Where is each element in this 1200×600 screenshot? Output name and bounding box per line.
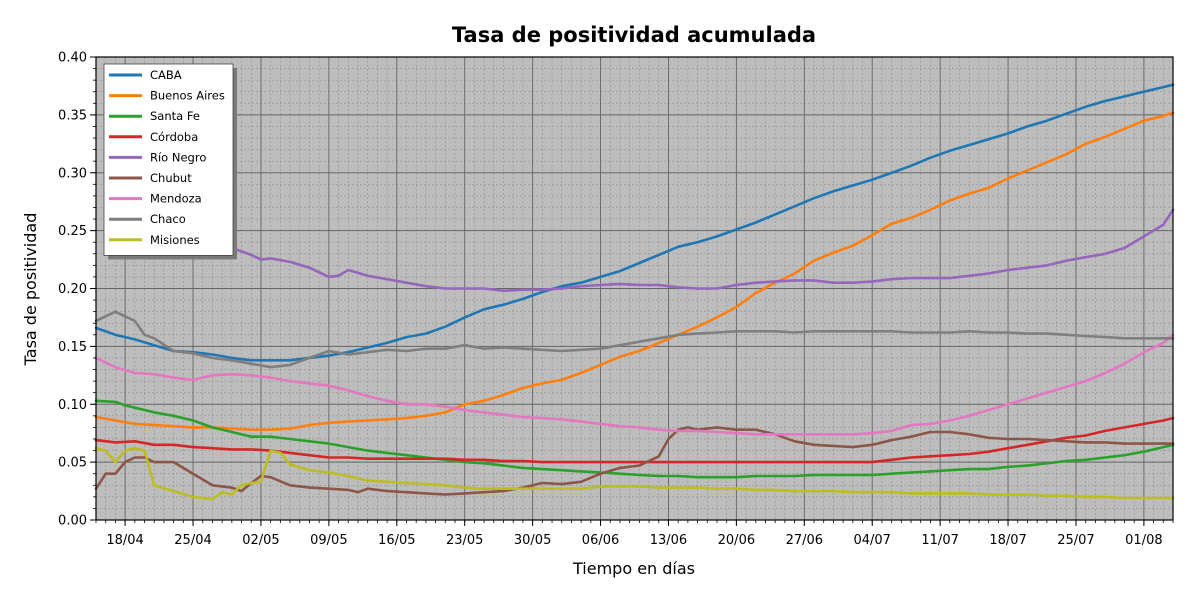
- chart-title: Tasa de positividad acumulada: [452, 23, 816, 47]
- x-tick-label: 02/05: [242, 533, 279, 548]
- legend-label: Río Negro: [150, 150, 206, 164]
- legend-label: Córdoba: [150, 130, 198, 144]
- series-line: [94, 111, 1175, 431]
- legend-label: Chubut: [150, 171, 192, 185]
- x-tick-label: 16/05: [378, 533, 415, 548]
- x-axis-label: Tiempo en días: [572, 559, 695, 578]
- legend-label: Misiones: [150, 233, 200, 247]
- y-tick-label: 0.35: [58, 108, 87, 123]
- y-tick-label: 0.05: [58, 456, 87, 471]
- x-tick-label: 13/06: [650, 533, 687, 548]
- legend: CABA Buenos Aires Santa Fe Córdoba Río Negro…: [103, 63, 237, 260]
- y-tick-label: 0.15: [58, 340, 87, 355]
- y-tick-label: 0.20: [58, 282, 87, 297]
- x-tick-label: 04/07: [853, 533, 890, 548]
- x-tick-label: 20/06: [718, 533, 755, 548]
- x-tick-label: 18/04: [106, 533, 143, 548]
- series-line: [94, 83, 1175, 362]
- series-line: [230, 208, 1175, 293]
- legend-label: CABA: [150, 68, 182, 82]
- x-tick-label: 01/08: [1125, 533, 1162, 548]
- legend-label: Buenos Aires: [150, 89, 225, 103]
- y-tick-label: 0.10: [58, 398, 87, 413]
- series-line: [94, 399, 1175, 479]
- series-line: [94, 333, 1175, 436]
- y-tick-label: 0.00: [58, 514, 87, 529]
- legend-label: Chaco: [150, 212, 186, 226]
- x-tick-label: 11/07: [921, 533, 958, 548]
- x-tick-label: 25/04: [174, 533, 211, 548]
- x-tick-label: 23/05: [446, 533, 483, 548]
- x-tick-label: 18/07: [989, 533, 1026, 548]
- y-axis: 0.00 0.05 0.10 0.15 0.20 0.25 0.30 0.35 0.40: [58, 51, 96, 529]
- legend-label: Santa Fe: [150, 109, 200, 123]
- series-line: [94, 310, 1175, 369]
- legend-label: Mendoza: [150, 192, 202, 206]
- y-axis-label: Tasa de positividad: [21, 213, 40, 367]
- x-tick-label: 25/07: [1057, 533, 1094, 548]
- series-layer: [94, 83, 1175, 501]
- x-tick-label: 27/06: [786, 533, 823, 548]
- y-tick-label: 0.30: [58, 166, 87, 181]
- x-axis: 18/04 25/04 02/05 09/05 16/05 23/05 30/05 06/06…: [95, 520, 1174, 548]
- y-tick-label: 0.25: [58, 224, 87, 239]
- x-tick-label: 09/05: [310, 533, 347, 548]
- series-line: [94, 446, 1175, 501]
- x-tick-label: 30/05: [514, 533, 551, 548]
- x-tick-label: 06/06: [582, 533, 619, 548]
- y-tick-label: 0.40: [58, 51, 87, 66]
